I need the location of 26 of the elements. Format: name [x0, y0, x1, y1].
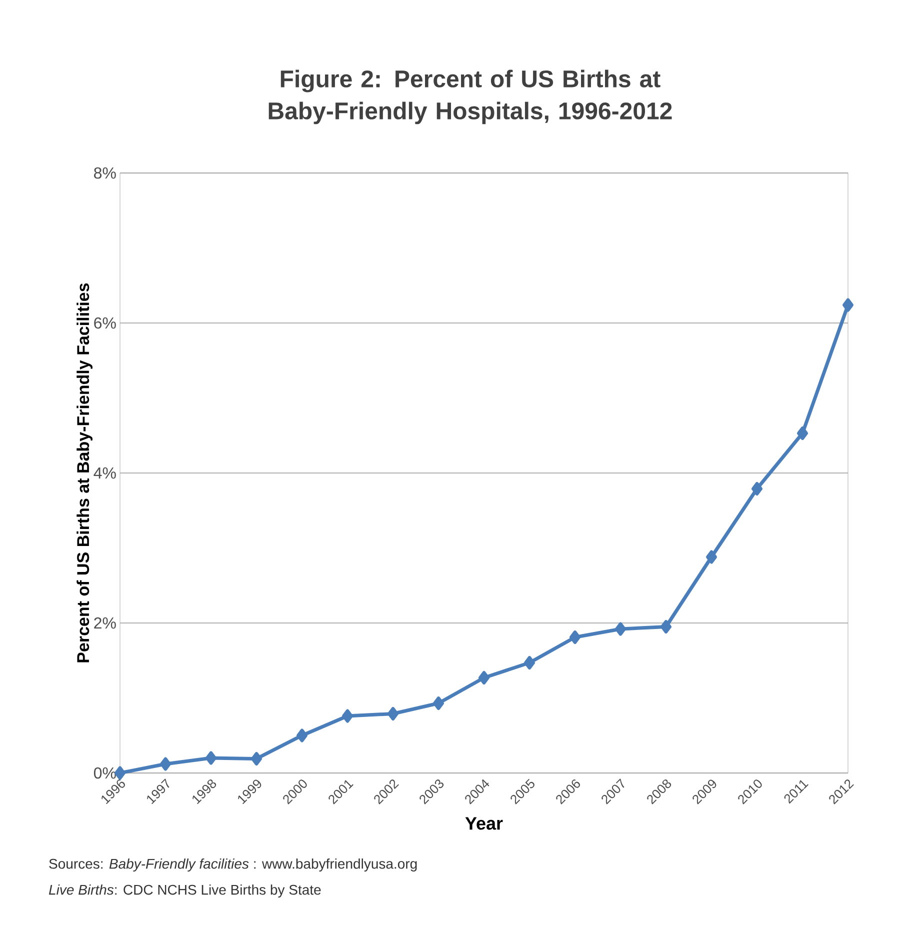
point	[660, 620, 672, 634]
point	[342, 709, 353, 723]
point	[388, 706, 398, 720]
point	[160, 757, 171, 771]
y-tick-label: 2%	[94, 617, 116, 629]
point	[706, 550, 717, 564]
point	[432, 696, 444, 710]
point	[796, 426, 808, 440]
point	[478, 670, 490, 684]
chart-title: Figure 2: Percent of US Births at Baby-Friendly Hospitals, 1996-2012	[268, 70, 672, 124]
point	[524, 656, 535, 670]
point	[206, 751, 216, 765]
point	[251, 752, 262, 766]
point	[615, 622, 626, 636]
point	[752, 482, 762, 496]
text: Live Births: CDC NCHS Live Births by State	[48, 884, 321, 898]
y-tick-label: 0%	[94, 767, 116, 779]
y-tick-label: 8%	[94, 167, 116, 179]
point	[569, 630, 580, 644]
point	[842, 298, 854, 312]
y-tick-label: 6%	[94, 317, 116, 329]
point	[296, 728, 308, 742]
x-axis-title: Year	[465, 817, 503, 830]
source-note: Sources: Baby-Friendly facilities : www.babyfriendlyusa.org	[49, 858, 417, 872]
y-axis-title: Percent of US Births at Baby-Friendly Facilities	[76, 283, 92, 662]
y-tick-label: 4%	[94, 467, 116, 479]
